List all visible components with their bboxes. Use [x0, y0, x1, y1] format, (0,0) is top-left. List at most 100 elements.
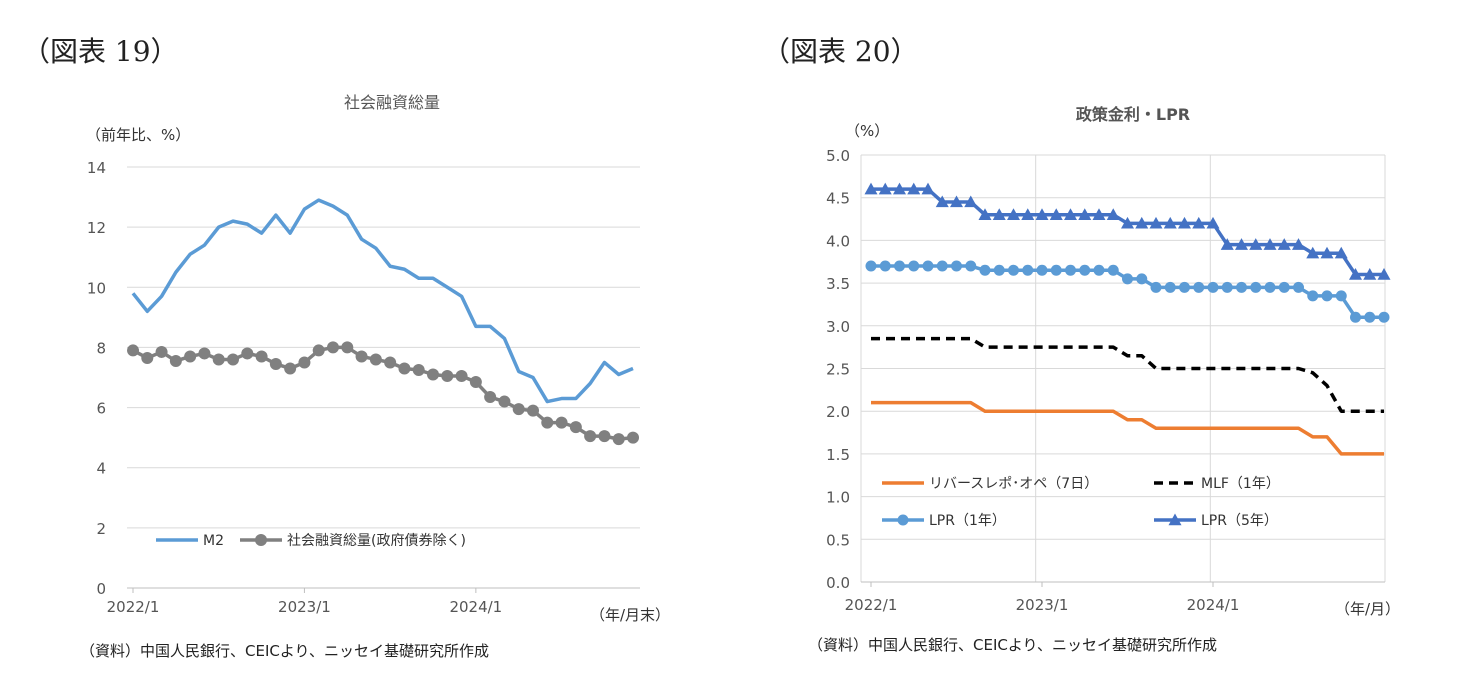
series-marker-1 [484, 391, 497, 404]
chart-title: 政策金利・LPR [1076, 105, 1190, 124]
series-marker-2 [1207, 281, 1219, 293]
series-marker-3 [1035, 208, 1049, 220]
series-line-3 [871, 187, 1384, 277]
y-tick-label: 3.5 [826, 275, 850, 293]
series-marker-3 [1292, 238, 1305, 250]
x-axis-unit-label: （年/月末） [590, 606, 670, 624]
series-marker-2 [1293, 281, 1304, 293]
series-marker-2 [979, 264, 991, 276]
figure-20-label: （図表 20） [762, 35, 919, 68]
y-tick-label: 10 [87, 279, 106, 297]
series-marker-1 [284, 362, 297, 375]
series-marker-1 [569, 421, 582, 434]
y-tick-label: 4.5 [826, 190, 850, 208]
series-marker-3 [1149, 216, 1163, 229]
left-source-note: （資料）中国人民銀行、CEICより、ニッセイ基礎研究所作成 [80, 642, 489, 660]
series-line-0 [131, 198, 634, 404]
y-tick-label: 5.0 [826, 147, 850, 165]
series-marker-3 [1220, 238, 1234, 250]
series-line-1 [871, 336, 1384, 413]
series-marker-1 [327, 341, 339, 354]
y-tick-label: 2.5 [826, 361, 850, 379]
series-marker-2 [1079, 264, 1091, 276]
series-marker-2 [1250, 281, 1262, 293]
series-marker-3 [1121, 216, 1134, 229]
series-marker-3 [1306, 246, 1320, 259]
series-marker-3 [1349, 268, 1362, 280]
right-source-note: （資料）中国人民銀行、CEICより、ニッセイ基礎研究所作成 [808, 636, 1217, 654]
series-marker-1 [412, 363, 425, 376]
y-tick-label: 6 [96, 400, 106, 418]
series-marker-3 [935, 195, 949, 208]
x-tick-label: 2024/1 [1187, 596, 1240, 614]
x-tick-label: 2024/1 [449, 598, 502, 616]
series-marker-1 [212, 353, 225, 366]
x-axis-unit-label: （年/月） [1335, 600, 1400, 618]
series-marker-2 [1378, 311, 1390, 323]
series-marker-1 [527, 404, 539, 417]
series-marker-1 [541, 416, 554, 429]
series-marker-2 [965, 260, 977, 272]
series-marker-2 [879, 260, 891, 272]
series-marker-3 [1206, 216, 1220, 229]
series-marker-2 [1321, 290, 1333, 302]
series-marker-1 [598, 430, 611, 443]
series-marker-1 [441, 369, 454, 382]
series-marker-3 [1377, 268, 1391, 280]
series-marker-2 [1136, 273, 1148, 285]
series-marker-1 [312, 344, 325, 357]
series-marker-2 [1150, 281, 1162, 293]
series-marker-3 [921, 182, 935, 195]
series-marker-3 [864, 182, 878, 195]
series-marker-2 [1264, 281, 1276, 293]
series-marker-3 [1021, 208, 1035, 220]
y-tick-label: 1.0 [826, 489, 850, 507]
series-marker-3 [907, 182, 921, 195]
legend-label: MLF（1年） [1201, 476, 1280, 492]
series-marker-2 [1364, 311, 1376, 323]
m2-chart: 社会融資総量 （前年比、%） （年/月末） 0 2 4 6 8 10 12 14 2022/1 2023… [86, 93, 670, 624]
series-marker-3 [1235, 238, 1248, 250]
series-marker-2 [865, 260, 877, 272]
legend-label: リバースレポ･オペ（7日） [929, 476, 1098, 492]
series-marker-3 [1363, 268, 1377, 280]
y-tick-label: 4.0 [826, 232, 850, 250]
y-tick-label: 14 [87, 159, 106, 177]
series-marker-2 [1236, 281, 1247, 293]
legend-label: 社会融資総量(政府債券除く) [287, 533, 466, 549]
series-marker-3 [1277, 238, 1291, 250]
series-marker-1 [555, 416, 568, 429]
y-tick-label: 4 [96, 460, 106, 478]
series-marker-2 [1008, 264, 1019, 276]
series-marker-2 [1335, 290, 1347, 302]
series-marker-2 [1164, 281, 1176, 293]
series-marker-1 [255, 350, 268, 363]
y-tick-label: 0 [96, 580, 106, 598]
series-marker-1 [512, 403, 525, 416]
series-marker-2 [936, 260, 948, 272]
series-marker-2 [922, 260, 934, 272]
series-marker-1 [269, 357, 282, 370]
series-marker-2 [1036, 264, 1048, 276]
series-marker-3 [1135, 216, 1149, 229]
y-tick-label: 0.5 [826, 531, 850, 549]
series-marker-2 [894, 260, 905, 272]
y-tick-label: 2 [96, 520, 106, 538]
series-marker-1 [369, 353, 382, 366]
chart-title: 社会融資総量 [344, 93, 440, 112]
x-tick-label: 2023/1 [1016, 596, 1069, 614]
series-marker-3 [964, 195, 978, 208]
series-marker-2 [1278, 281, 1290, 293]
y-tick-label: 2.0 [826, 403, 850, 421]
series-marker-3 [1192, 216, 1206, 229]
series-marker-1 [355, 350, 368, 363]
series-marker-2 [1050, 264, 1062, 276]
series-marker-1 [169, 354, 182, 367]
series-marker-1 [155, 345, 168, 358]
series-marker-3 [978, 208, 992, 220]
series-marker-2 [1221, 281, 1233, 293]
legend-label: M2 [203, 533, 224, 549]
series-marker-3 [1106, 208, 1120, 220]
policy-rate-chart: 政策金利・LPR （%） （年/月） 0.0 0.5 1.0 1.5 2.0 2.5 3.0 3.5… [826, 105, 1400, 618]
x-tick-label: 2022/1 [107, 598, 160, 616]
